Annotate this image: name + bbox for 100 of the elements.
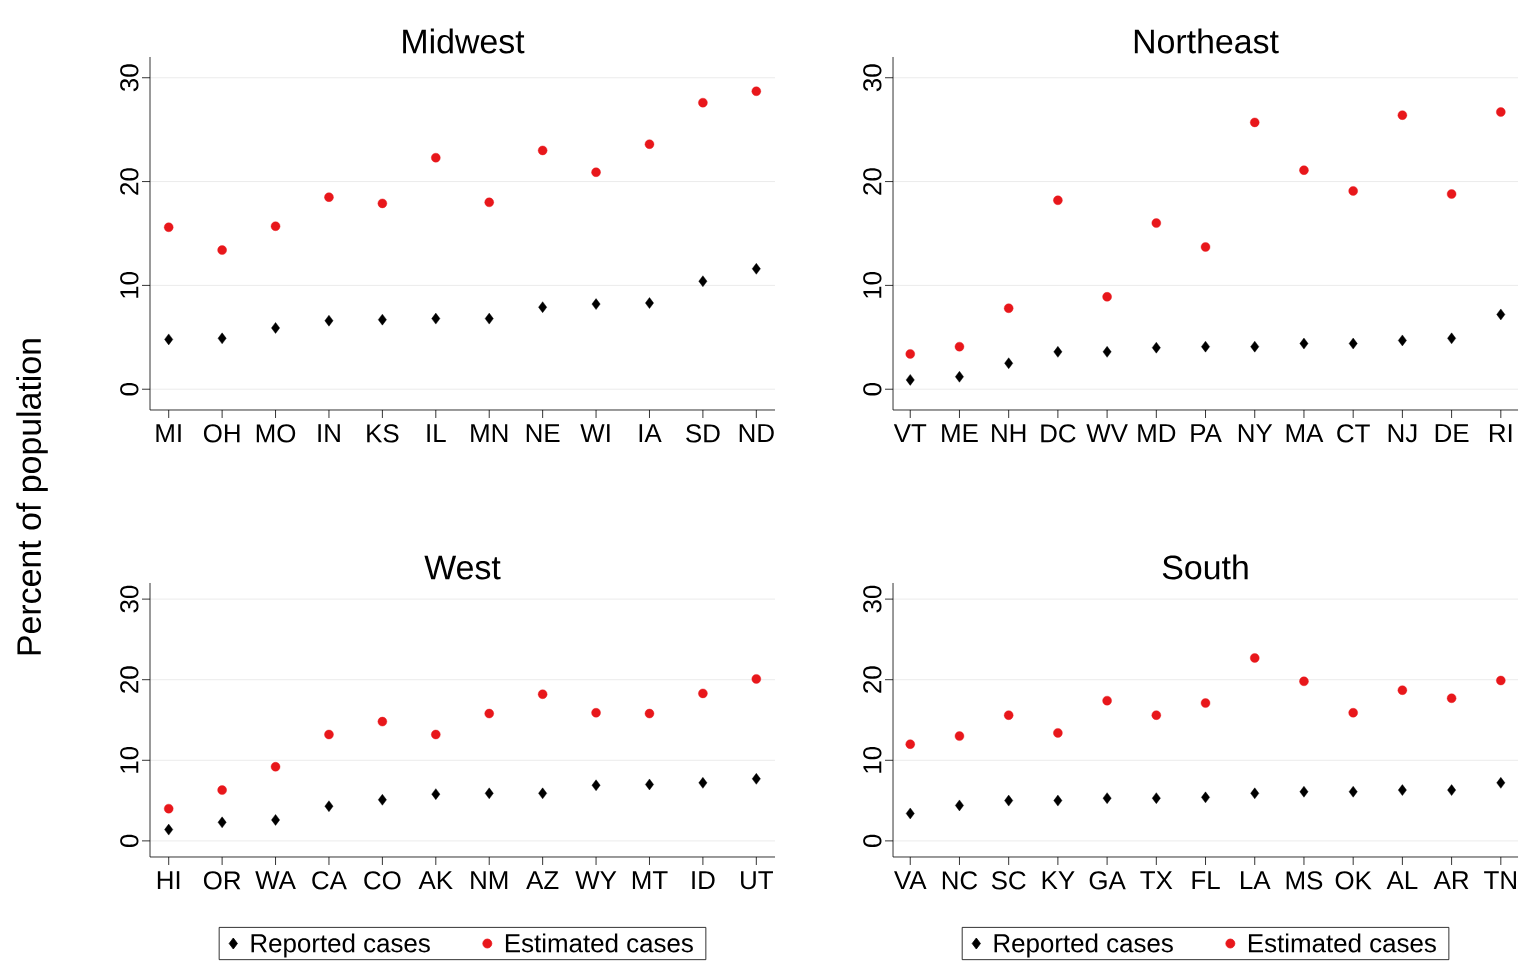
point [217, 816, 227, 829]
y-tick-label: 30 [120, 64, 139, 92]
point [751, 86, 762, 96]
point [270, 221, 281, 231]
x-tick-label: CT [1337, 424, 1370, 443]
y-tick-label: 0 [863, 834, 882, 848]
x-tick-label: IA [639, 424, 662, 443]
point [1004, 357, 1013, 369]
x-tick-label: MN [471, 424, 508, 443]
x-tick-label: NE [526, 424, 560, 443]
point [1250, 117, 1260, 128]
point [431, 152, 441, 163]
point [1053, 195, 1063, 205]
x-tick-label: MT [632, 871, 668, 890]
y-tick-label: 0 [863, 383, 882, 396]
point [271, 322, 280, 334]
point [1151, 710, 1162, 720]
x-tick-label: MD [1138, 424, 1176, 443]
x-tick-label: AL [1386, 871, 1418, 890]
point [324, 729, 334, 740]
point [645, 297, 654, 309]
point [164, 803, 174, 814]
point [644, 708, 655, 719]
point [1397, 685, 1408, 695]
x-tick-label: CA [312, 871, 347, 890]
x-tick-label: CO [364, 871, 401, 890]
x-tick-label: MS [1286, 871, 1323, 890]
chart-title: South [1162, 554, 1248, 580]
point [378, 794, 387, 806]
point [377, 198, 388, 209]
x-tick-label: SD [686, 424, 720, 443]
x-tick-label: OR [203, 871, 241, 890]
point [698, 97, 708, 108]
x-tick-label: ME [942, 424, 978, 443]
point [538, 301, 547, 313]
point [698, 275, 708, 287]
x-tick-label: FL [1192, 871, 1220, 890]
point [1496, 308, 1506, 321]
point [698, 777, 708, 789]
point [1053, 794, 1063, 807]
x-tick-label: DC [1041, 424, 1076, 443]
y-tick-label: 0 [120, 383, 139, 396]
point [1496, 675, 1506, 686]
point [164, 333, 174, 346]
point [591, 298, 601, 310]
x-tick-label: ID [692, 871, 715, 890]
point [164, 222, 174, 232]
legend-label: Estimated cases [505, 933, 693, 953]
x-tick-label: KS [367, 424, 399, 443]
point [1250, 653, 1260, 663]
x-tick-label: AK [418, 871, 453, 890]
point [955, 371, 964, 383]
point [1250, 340, 1260, 353]
point [1102, 792, 1112, 804]
y-tick-label: 20 [863, 168, 882, 195]
point [1446, 693, 1457, 703]
y-axis-title: Percent of population [16, 339, 48, 655]
y-tick-label: 10 [863, 272, 882, 298]
chart-title: Northeast [1134, 28, 1279, 54]
point [1200, 242, 1211, 252]
x-tick-label: GA [1089, 871, 1126, 890]
point [217, 332, 227, 345]
x-tick-label: RI [1489, 424, 1512, 443]
point [1446, 189, 1457, 199]
y-tick-label: 0 [120, 834, 139, 848]
point [1151, 792, 1161, 804]
point [537, 145, 548, 156]
x-tick-label: MI [156, 424, 181, 443]
y-tick-label: 30 [863, 585, 882, 613]
point [431, 729, 441, 740]
point [1003, 303, 1014, 313]
point [1299, 786, 1309, 798]
x-tick-label: IN [318, 424, 340, 443]
point [324, 315, 334, 327]
x-tick-label: UT [741, 871, 773, 890]
x-tick-label: PA [1191, 424, 1222, 443]
legend-label: Reported cases [994, 933, 1173, 958]
x-tick-label: VA [894, 871, 927, 890]
point [698, 688, 708, 699]
point [324, 192, 334, 202]
point [1200, 698, 1211, 708]
point [1447, 784, 1456, 796]
x-tick-label: IL [427, 424, 446, 443]
x-tick-label: WA [255, 871, 296, 890]
point [1397, 110, 1408, 120]
point [1151, 341, 1161, 354]
x-tick-label: OK [1335, 871, 1372, 890]
point [1053, 346, 1063, 358]
y-tick-label: 30 [120, 585, 139, 613]
x-tick-label: OH [203, 424, 240, 443]
point [1102, 695, 1112, 706]
x-tick-label: WY [575, 871, 617, 890]
point [905, 374, 915, 386]
point [905, 807, 915, 820]
point [537, 689, 548, 699]
point [377, 716, 388, 727]
x-tick-label: LA [1241, 871, 1271, 890]
y-tick-label: 20 [120, 666, 139, 693]
point [484, 708, 494, 719]
x-tick-label: AZ [526, 871, 559, 890]
